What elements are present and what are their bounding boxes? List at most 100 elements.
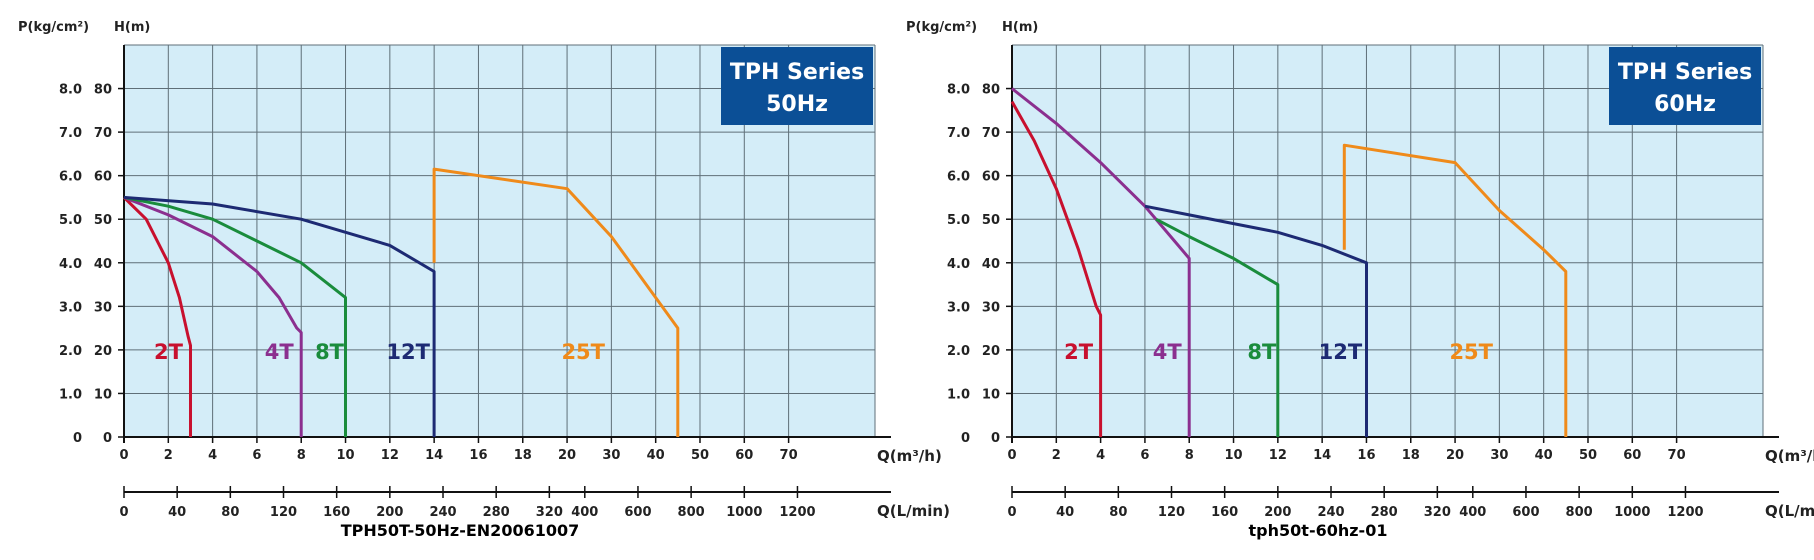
x-tick-lmin: 1000 <box>726 505 762 520</box>
x-tick-m3h: 14 <box>425 448 443 463</box>
y-tick-pressure: 5.0 <box>59 213 82 228</box>
x-tick-m3h: 60 <box>735 448 753 463</box>
x-tick-m3h: 18 <box>1402 448 1420 463</box>
series-line-12t <box>123 195 436 437</box>
series-title-line1: TPH Series <box>1618 60 1752 85</box>
pressure-axis-header: P(kg/cm²) <box>906 20 977 35</box>
x-tick-lmin: 400 <box>1459 505 1486 520</box>
x-tick-lmin: 1200 <box>1667 505 1703 520</box>
figure-caption: tph50t-60hz-01 <box>1249 521 1388 540</box>
x-tick-m3h: 20 <box>1446 448 1464 463</box>
x-tick-lmin: 0 <box>1007 505 1016 520</box>
y-tick-pressure: 8.0 <box>59 83 82 98</box>
y-tick-pressure: 5.0 <box>947 213 970 228</box>
y-tick-head: 50 <box>982 213 1000 228</box>
x-tick-m3h: 0 <box>119 448 128 463</box>
series-line-2t <box>1010 100 1103 437</box>
y-tick-head: 60 <box>982 170 1000 185</box>
x-tick-lmin: 160 <box>1211 505 1238 520</box>
series-label-12t: 12T <box>1319 340 1363 364</box>
x-tick-lmin: 200 <box>376 505 403 520</box>
x-tick-m3h: 50 <box>1579 448 1597 463</box>
series-line-2t <box>122 196 192 437</box>
series-label-12t: 12T <box>386 340 430 364</box>
x-tick-m3h: 4 <box>208 448 217 463</box>
x-tick-m3h: 10 <box>336 448 354 463</box>
series-line-8t <box>123 195 347 437</box>
x-tick-lmin: 1000 <box>1614 505 1650 520</box>
y-tick-head: 10 <box>982 387 1000 402</box>
x-tick-lmin: 400 <box>571 505 598 520</box>
y-tick-head: 20 <box>94 344 112 359</box>
y-tick-head: 70 <box>982 126 1000 141</box>
x-tick-m3h: 12 <box>1269 448 1287 463</box>
x-tick-m3h: 30 <box>602 448 620 463</box>
x-axis-label-m3h: Q(m³/h) <box>877 447 942 465</box>
x-tick-m3h: 2 <box>164 448 173 463</box>
x-tick-m3h: 8 <box>297 448 306 463</box>
y-tick-pressure: 3.0 <box>59 300 82 315</box>
series-label-8t: 8T <box>315 340 345 364</box>
figure-caption: TPH50T-50Hz-EN20061007 <box>341 521 580 540</box>
x-tick-m3h: 14 <box>1313 448 1331 463</box>
x-tick-m3h: 0 <box>1007 448 1016 463</box>
x-tick-lmin: 120 <box>270 505 297 520</box>
series-label-4t: 4T <box>1153 340 1183 364</box>
x-tick-m3h: 2 <box>1052 448 1061 463</box>
x-tick-m3h: 16 <box>1357 448 1375 463</box>
series-label-2t: 2T <box>1064 340 1094 364</box>
series-label-2t: 2T <box>154 340 184 364</box>
x-tick-m3h: 50 <box>691 448 709 463</box>
y-tick-pressure: 4.0 <box>59 257 82 272</box>
y-tick-pressure: 6.0 <box>947 170 970 185</box>
x-axis-label-m3h: Q(m³/h) <box>1765 447 1814 465</box>
y-tick-head: 20 <box>982 344 1000 359</box>
head-axis-header: H(m) <box>1002 20 1038 35</box>
y-tick-pressure: 1.0 <box>59 387 82 402</box>
y-tick-head: 40 <box>94 257 112 272</box>
y-tick-pressure: 0 <box>961 431 970 446</box>
x-tick-m3h: 4 <box>1096 448 1105 463</box>
series-line-4t <box>123 196 303 437</box>
series-title-box <box>1609 47 1761 125</box>
series-title-line2: 60Hz <box>1654 92 1716 117</box>
y-tick-head: 40 <box>982 257 1000 272</box>
x-tick-lmin: 320 <box>1424 505 1451 520</box>
y-tick-head: 60 <box>94 170 112 185</box>
y-tick-head: 80 <box>982 83 1000 98</box>
x-tick-lmin: 80 <box>221 505 239 520</box>
series-label-4t: 4T <box>265 340 295 364</box>
series-label-25t: 25T <box>1449 340 1493 364</box>
x-tick-m3h: 30 <box>1490 448 1508 463</box>
x-tick-lmin: 40 <box>1056 505 1074 520</box>
x-tick-lmin: 200 <box>1264 505 1291 520</box>
x-tick-lmin: 800 <box>1566 505 1593 520</box>
y-tick-pressure: 3.0 <box>947 300 970 315</box>
series-label-25t: 25T <box>561 340 605 364</box>
x-tick-m3h: 12 <box>381 448 399 463</box>
series-line-25t <box>432 167 680 437</box>
x-tick-m3h: 70 <box>1668 448 1686 463</box>
x-tick-lmin: 0 <box>119 505 128 520</box>
y-tick-pressure: 7.0 <box>947 126 970 141</box>
y-tick-head: 70 <box>94 126 112 141</box>
x-tick-lmin: 1200 <box>779 505 815 520</box>
x-tick-lmin: 240 <box>1317 505 1344 520</box>
x-tick-lmin: 80 <box>1109 505 1127 520</box>
y-tick-pressure: 2.0 <box>59 344 82 359</box>
x-tick-lmin: 160 <box>323 505 350 520</box>
y-tick-head: 50 <box>94 213 112 228</box>
x-tick-lmin: 280 <box>483 505 510 520</box>
head-axis-header: H(m) <box>114 20 150 35</box>
y-tick-head: 0 <box>103 431 112 446</box>
x-tick-m3h: 70 <box>780 448 798 463</box>
x-tick-m3h: 6 <box>252 448 261 463</box>
x-tick-lmin: 240 <box>429 505 456 520</box>
series-label-8t: 8T <box>1247 340 1277 364</box>
x-tick-m3h: 16 <box>469 448 487 463</box>
x-axis-label-lmin: Q(L/min) <box>1765 502 1814 520</box>
series-title-box <box>721 47 873 125</box>
y-tick-head: 10 <box>94 387 112 402</box>
x-tick-m3h: 40 <box>1535 448 1553 463</box>
